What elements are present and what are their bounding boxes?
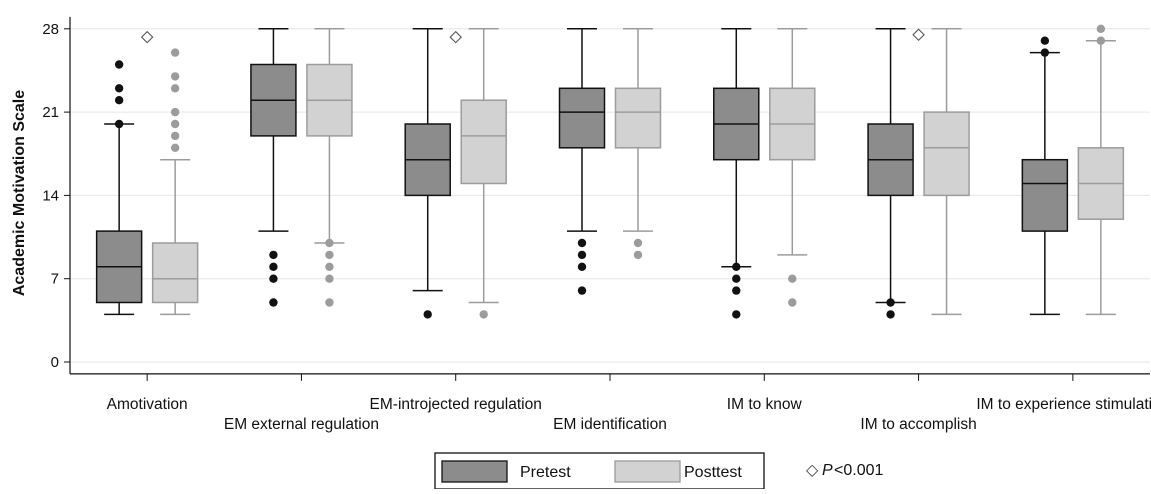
y-tick-label: 28 [42,21,59,38]
outlier-point [1096,24,1106,33]
outlier-point [170,84,180,93]
outlier-point [577,262,587,271]
outlier-point [788,298,797,307]
legend-label-posttest: Posttest [684,464,742,481]
x-category-label: IM to experience stimulation [976,396,1151,413]
outlier-point [170,72,180,81]
outlier-point [1096,36,1106,45]
box-plot-pretest [713,28,760,319]
outlier-point [577,286,587,295]
outlier-point [732,274,741,283]
outlier-point [886,310,895,319]
outlier-point [633,238,643,248]
legend-swatch-posttest [614,460,681,483]
outlier-point [170,131,180,141]
box-plot-pretest [95,60,143,316]
axes-layer [64,16,1150,381]
outlier-point [325,238,334,248]
box-plot-pretest [1021,36,1069,316]
outlier-point [170,143,180,152]
interquartile-box [558,87,606,149]
x-category-label: IM to know [727,396,803,413]
outlier-point [114,119,124,129]
interquartile-box [151,242,199,304]
outlier-point [788,274,797,283]
outlier-point [479,310,488,319]
outlier-point [325,298,334,307]
legend-label-pretest: Pretest [520,464,571,481]
box-plot-posttest [614,28,662,260]
y-tick-label: 7 [51,271,59,288]
annotation-text: <0.001 [834,462,883,479]
outlier-point [732,262,741,271]
box-plot-pretest [404,28,451,319]
outlier-point [114,60,124,69]
outlier-point [170,107,180,117]
box-plot-posttest [151,48,199,316]
interquartile-box [923,111,970,197]
box-plot-posttest [923,28,970,316]
box-plot-pretest [558,28,606,295]
significance-diamond [912,28,925,42]
box-plot-posttest [769,28,816,307]
annotation-italic-text: P [822,462,833,479]
box-plot-posttest [306,28,353,307]
outlier-point [577,238,587,248]
outlier-point [325,262,334,271]
interquartile-box [614,87,662,149]
outlier-point [170,48,180,57]
x-category-label: EM external regulation [224,416,379,433]
y-axis-title: Academic Motivation Scale [11,90,28,296]
outlier-point [114,84,124,93]
y-tick-label: 0 [51,354,59,371]
boxes-layer [95,24,1125,319]
outlier-point [269,250,278,260]
y-tick-label: 21 [42,104,59,121]
outlier-point [633,250,643,260]
outlier-point [325,274,334,283]
significance-diamond [449,30,462,44]
outlier-point [325,250,334,260]
box-plot-pretest [250,28,297,307]
x-category-label: IM to accomplish [860,416,976,433]
legend: Pretest Posttest [434,452,765,490]
grid-layer [70,28,1150,363]
outlier-point [423,310,432,319]
labels-layer: 0 7 14 21 28 Amotivation EM external regulatio… [42,21,1151,433]
outlier-point [732,286,741,295]
x-category-label: EM identification [553,416,667,433]
x-category-label: EM-introjected regulation [370,396,542,413]
annotation-symbol: ◇ [806,462,819,479]
outlier-point [114,96,124,105]
outlier-point [1040,48,1050,57]
interquartile-box [1021,158,1069,232]
outlier-point [577,250,587,260]
box-plot-posttest [460,28,507,319]
outlier-point [269,298,278,307]
outlier-point [269,274,278,283]
outlier-point [1040,36,1050,45]
significance-diamond [140,30,154,44]
outlier-point [170,119,180,129]
box-plot-posttest [1077,24,1125,316]
interquartile-box [460,99,507,185]
outlier-point [732,310,741,319]
outlier-point [886,298,895,307]
x-category-label: Amotivation [107,396,188,413]
y-tick-label: 14 [42,187,59,204]
legend-swatch-pretest [441,460,508,483]
significance-annotation: ◇ P <0.001 [806,462,883,479]
outlier-point [269,262,278,271]
box-plot-pretest [867,28,914,319]
